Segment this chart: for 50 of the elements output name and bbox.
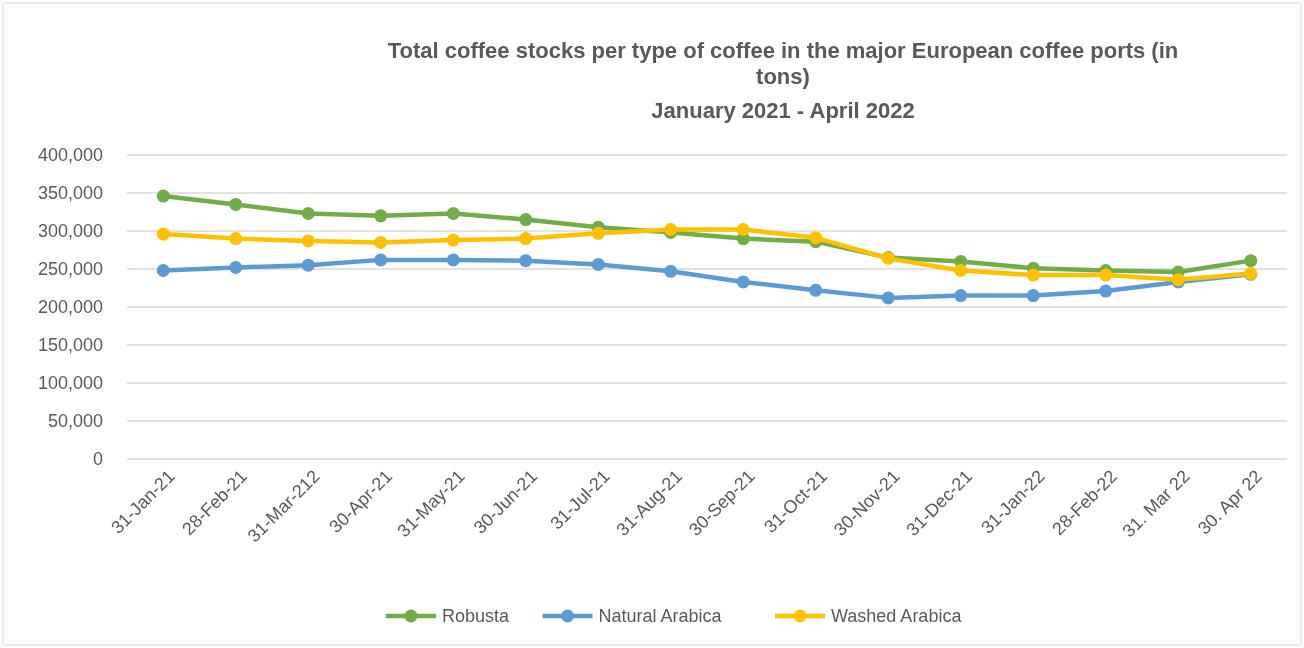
point xyxy=(374,209,388,223)
point xyxy=(519,213,533,227)
chart-title: Total coffee stocks per type of coffee in the major European coffee ports (in tons) xyxy=(387,38,1179,89)
point xyxy=(156,189,170,203)
legend-label: Washed Arabica xyxy=(831,606,963,627)
x-tick-label: 31. Mar 22 xyxy=(1118,466,1194,542)
point xyxy=(301,234,315,248)
y-tick-label: 250,000 xyxy=(37,259,103,280)
point xyxy=(954,264,968,278)
y-tick-label: 350,000 xyxy=(37,183,103,204)
point xyxy=(301,207,315,221)
point xyxy=(519,254,533,268)
y-tick-label: 0 xyxy=(92,449,103,470)
point xyxy=(301,258,315,272)
point xyxy=(1026,268,1040,282)
point xyxy=(1099,268,1113,282)
point xyxy=(446,253,460,267)
y-tick-label: 150,000 xyxy=(37,335,103,356)
point xyxy=(156,227,170,241)
point xyxy=(1099,284,1113,298)
legend-label: Natural Arabica xyxy=(598,606,723,627)
point xyxy=(229,232,243,246)
legend-label: Robusta xyxy=(442,606,511,627)
y-tick-label: 50,000 xyxy=(47,411,103,432)
point xyxy=(664,264,678,278)
y-tick-label: 200,000 xyxy=(37,297,103,318)
point xyxy=(664,222,678,236)
point xyxy=(809,283,823,297)
point xyxy=(374,235,388,249)
point xyxy=(374,253,388,267)
point xyxy=(519,232,533,246)
y-tick-label: 300,000 xyxy=(37,221,103,242)
point xyxy=(1026,289,1040,303)
point xyxy=(229,197,243,211)
point xyxy=(591,257,605,271)
point xyxy=(954,289,968,303)
point xyxy=(446,207,460,221)
point xyxy=(591,226,605,240)
y-tick-label: 400,000 xyxy=(37,145,103,166)
point xyxy=(881,291,895,305)
chart-subtitle: January 2021 - April 2022 xyxy=(651,98,915,123)
point xyxy=(156,264,170,278)
point xyxy=(446,233,460,247)
point xyxy=(1244,254,1258,268)
point xyxy=(229,260,243,274)
x-tick-label: 30. Apr 22 xyxy=(1193,466,1267,539)
point xyxy=(736,222,750,236)
point xyxy=(809,231,823,245)
y-tick-label: 100,000 xyxy=(37,373,103,394)
point xyxy=(736,275,750,289)
